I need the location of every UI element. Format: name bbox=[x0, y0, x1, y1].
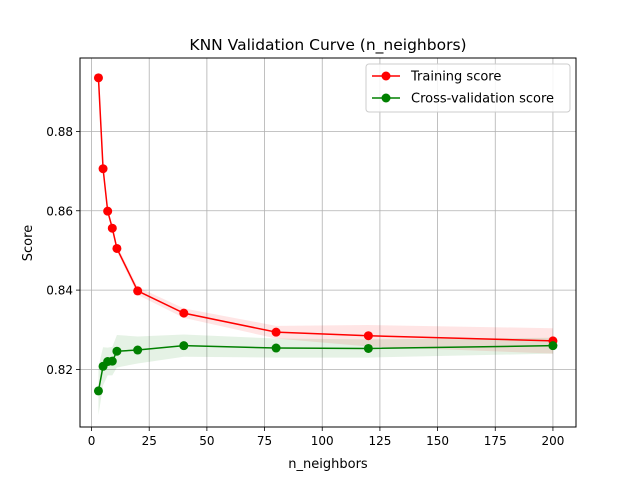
data-point-training bbox=[133, 286, 143, 296]
x-tick-label: 200 bbox=[541, 434, 564, 448]
data-point-training bbox=[271, 327, 281, 337]
legend-marker-training bbox=[381, 71, 391, 81]
x-tick-label: 175 bbox=[484, 434, 507, 448]
plot-frame bbox=[79, 57, 577, 428]
y-tick-label: 0.82 bbox=[46, 363, 73, 377]
data-point-cv bbox=[548, 341, 558, 351]
data-point-training bbox=[103, 206, 113, 216]
chart-title: KNN Validation Curve (n_neighbors) bbox=[189, 36, 466, 55]
data-point-cv bbox=[133, 345, 143, 355]
band-cv bbox=[98, 334, 553, 416]
legend-marker-cv bbox=[381, 93, 391, 103]
confidence-bands bbox=[98, 73, 553, 416]
legend: Training score Cross-validation score bbox=[365, 63, 571, 113]
data-point-cv bbox=[363, 343, 373, 353]
y-tick-label: 0.86 bbox=[46, 204, 73, 218]
legend-label-cv: Cross-validation score bbox=[411, 92, 554, 107]
data-point-training bbox=[98, 164, 108, 174]
series-line-training bbox=[97, 77, 553, 342]
data-point-cv bbox=[93, 386, 103, 396]
y-tick-label: 0.88 bbox=[46, 125, 73, 139]
x-tick-label: 50 bbox=[199, 434, 214, 448]
data-point-cv bbox=[179, 341, 189, 351]
grid-lines bbox=[80, 58, 576, 427]
data-point-training bbox=[363, 331, 373, 341]
legend-box bbox=[365, 63, 571, 113]
x-tick-label: 75 bbox=[257, 434, 272, 448]
data-point-training bbox=[112, 243, 122, 253]
x-tick-label: 0 bbox=[88, 434, 96, 448]
axis-ticks: 0 25 50 75 100 125 150 175 200 0.82 0.84 0.86 0.88 bbox=[46, 125, 564, 448]
x-tick-label: 100 bbox=[311, 434, 334, 448]
y-axis-label: Score bbox=[21, 225, 36, 261]
data-point-cv bbox=[112, 346, 122, 356]
x-tick-label: 125 bbox=[368, 434, 391, 448]
x-axis-label: n_neighbors bbox=[288, 457, 368, 472]
data-point-training bbox=[93, 73, 103, 83]
x-tick-label: 150 bbox=[426, 434, 449, 448]
data-point-cv bbox=[107, 356, 117, 366]
data-point-training bbox=[107, 223, 117, 233]
y-tick-label: 0.84 bbox=[46, 284, 73, 298]
data-point-training bbox=[179, 308, 189, 318]
series-markers bbox=[93, 73, 558, 396]
legend-label-training: Training score bbox=[410, 70, 501, 85]
data-point-cv bbox=[271, 343, 281, 353]
x-tick-label: 25 bbox=[142, 434, 157, 448]
